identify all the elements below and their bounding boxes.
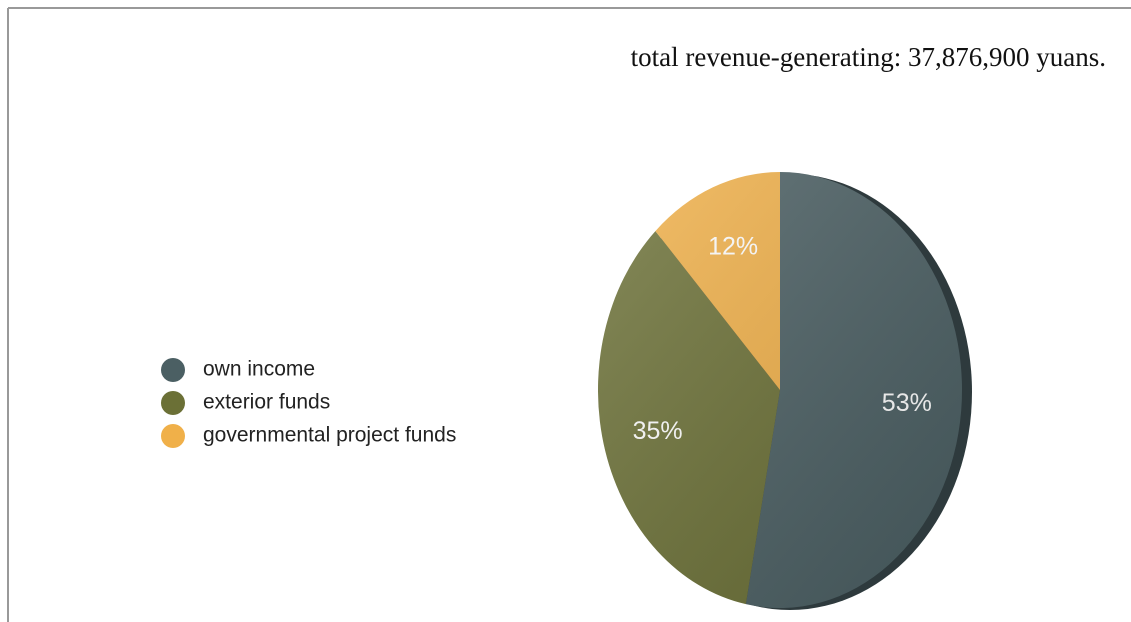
value-label: 35% (633, 417, 683, 445)
legend-label: governmental project funds (203, 424, 456, 447)
legend-swatch (161, 391, 185, 415)
legend-label: exterior funds (203, 391, 330, 414)
value-label: 12% (708, 233, 758, 261)
chart-title: total revenue-generating: 37,876,900 yua… (631, 42, 1106, 72)
value-label: 53% (882, 389, 932, 417)
legend-swatch (161, 424, 185, 448)
legend-swatch (161, 358, 185, 382)
legend-label: own income (203, 358, 315, 381)
